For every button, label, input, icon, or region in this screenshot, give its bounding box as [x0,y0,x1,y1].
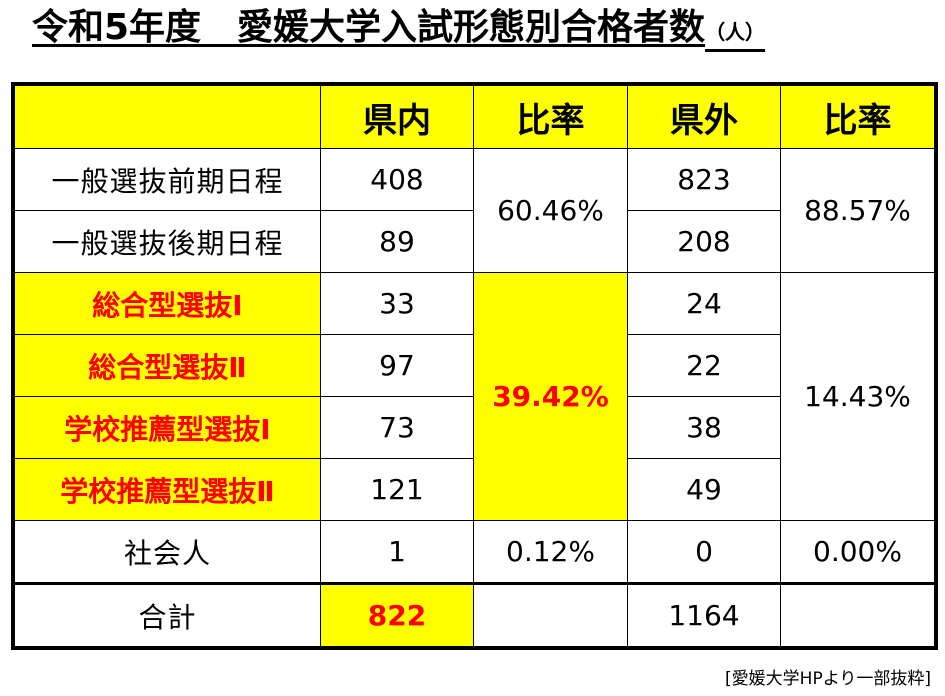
row-label: 社会人 [14,520,321,584]
page-title: 令和5年度 愛媛大学入試形態別合格者数（人） [32,4,765,56]
table-row: 社会人 1 0.12% 0 0.00% [14,520,935,584]
header-ratio-in: 比率 [473,85,628,149]
cell-total-ratio-in [473,582,628,647]
header-ratio-out: 比率 [780,85,935,149]
table-row: 学校推薦型選抜Ⅱ 121 49 [14,458,935,521]
table-row: 学校推薦型選抜Ⅰ 73 38 [14,396,935,459]
cell-total-kengai: 1164 [627,582,781,647]
cell-kennai: 121 [320,458,474,521]
header-kengai: 県外 [627,85,781,149]
row-label: 合計 [14,582,321,647]
cell-total-ratio-out [780,582,935,647]
cell-kengai: 823 [627,148,781,211]
cell-kennai: 73 [320,396,474,459]
cell-kennai: 1 [320,520,474,584]
table-row: 総合型選抜Ⅱ 97 22 [14,334,935,397]
table-row: 総合型選抜Ⅰ 33 39.42% 24 14.43% [14,272,935,521]
cell-kengai: 0 [627,520,781,584]
cell-kennai: 408 [320,148,474,211]
cell-ratio-general-out: 88.57% [780,148,935,273]
total-row: 合計 822 1164 [14,582,935,647]
cell-ratio-out: 0.00% [780,520,935,584]
cell-ratio-in: 0.12% [473,520,628,584]
title-main: 令和5年度 愛媛大学入試形態別合格者数 [32,7,706,48]
cell-ratio-general-in: 60.46% [473,148,628,273]
cell-kengai: 49 [627,458,781,521]
table-row: 一般選抜後期日程 89 208 [14,210,935,273]
header-kennai: 県内 [320,85,474,149]
header-row: 県内 比率 県外 比率 [14,85,935,149]
cell-kengai: 22 [627,334,781,397]
cell-kennai: 33 [320,272,474,335]
cell-kennai: 97 [320,334,474,397]
results-table: 県内 比率 県外 比率 一般選抜前期日程 408 60.46% 823 88.5… [11,82,938,650]
source-note: [愛媛大学HPより一部抜粋] [725,669,931,689]
cell-kengai: 24 [627,272,781,335]
header-corner [14,85,321,149]
cell-kengai: 208 [627,210,781,273]
row-label: 総合型選抜Ⅱ [14,334,321,397]
table-row: 一般選抜前期日程 408 60.46% 823 88.57% [14,148,935,273]
row-label: 総合型選抜Ⅰ [14,272,321,335]
row-label: 学校推薦型選抜Ⅰ [14,396,321,459]
row-label: 一般選抜後期日程 [14,210,321,273]
cell-ratio-special-in: 39.42% [473,272,628,521]
title-unit: （人） [705,20,766,44]
cell-total-kennai: 822 [320,582,474,647]
cell-ratio-special-out: 14.43% [780,272,935,521]
row-label: 学校推薦型選抜Ⅱ [14,458,321,521]
cell-kennai: 89 [320,210,474,273]
cell-kengai: 38 [627,396,781,459]
row-label: 一般選抜前期日程 [14,148,321,211]
